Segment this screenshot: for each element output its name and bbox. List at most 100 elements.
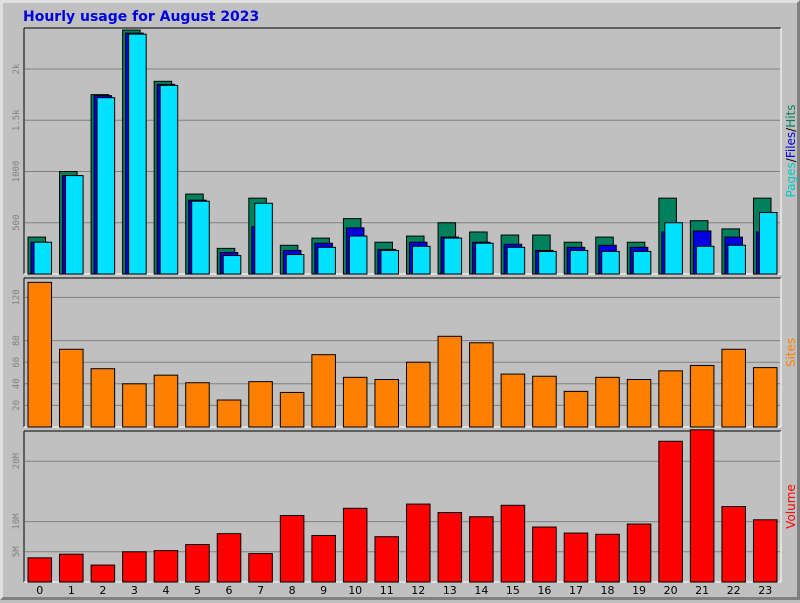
x-tick-label: 14 [474, 584, 488, 597]
pages-bar [475, 242, 494, 275]
sites-bar [342, 376, 368, 428]
x-tick-label: 4 [162, 584, 169, 597]
x-tick-label: 18 [601, 584, 615, 597]
sites-bar [563, 390, 589, 428]
y-tick-label: 2k [12, 63, 22, 74]
legend-entry: Sites [784, 338, 798, 367]
sites-bar [626, 378, 652, 428]
x-tick-label: 17 [569, 584, 583, 597]
pages-bar [380, 249, 400, 275]
sites-bar [248, 381, 273, 428]
x-tick-label: 2 [99, 584, 106, 597]
sites-bar [185, 382, 210, 428]
volume-bar [153, 550, 179, 583]
y-tick-label: 20M [12, 452, 22, 469]
sites-bar [689, 364, 715, 428]
pages-bar [412, 245, 431, 275]
sites-bar [311, 354, 336, 428]
x-tick-label: 20 [664, 584, 678, 597]
volume-bar [658, 440, 683, 583]
chart-title: Hourly usage for August 2023 [23, 9, 260, 25]
y-tick-label: 120 [12, 289, 22, 305]
volume-bar [437, 512, 463, 583]
volume-bar [342, 507, 368, 583]
legend-entry: Files [784, 132, 798, 158]
pages-bar [159, 84, 179, 275]
pages-bar [601, 250, 620, 275]
sites-bar [27, 281, 53, 428]
legend-sites: Sites [784, 338, 798, 367]
pages-bar [33, 241, 53, 275]
y-tick-label: 500 [12, 215, 22, 231]
volume-bar [406, 503, 431, 583]
sites-bar [216, 399, 242, 428]
volume-bar [59, 553, 84, 583]
volume-bar [311, 534, 336, 583]
sites-bar [406, 361, 431, 428]
legend-hits: Pages/Files/Hits [784, 104, 798, 197]
volume-bar [248, 553, 273, 583]
sites-bar [374, 378, 400, 428]
x-tick-label: 0 [36, 584, 43, 597]
pages-bar [506, 246, 526, 275]
x-tick-label: 13 [443, 584, 457, 597]
x-tick-label: 16 [537, 584, 551, 597]
sites-bar [532, 375, 557, 428]
pages-bar [569, 249, 589, 275]
pages-bar [758, 212, 778, 275]
pages-bar [727, 244, 746, 275]
pages-bar [254, 202, 273, 275]
pages-bar [128, 33, 147, 275]
sites-bar [59, 348, 84, 428]
sites-bar [153, 374, 179, 428]
pages-bar [695, 245, 715, 275]
volume-bar [216, 533, 242, 583]
sites-bar [658, 370, 683, 428]
x-tick-label: 23 [758, 584, 772, 597]
sites-bar [595, 376, 620, 428]
y-tick-label: 10M [12, 513, 22, 530]
sites-bar [752, 367, 778, 428]
legend-entry: Volume [784, 484, 798, 529]
volume-bar [595, 533, 620, 583]
volume-bar [752, 519, 778, 583]
volume-bar [689, 429, 715, 583]
sites-bar [90, 368, 116, 428]
pages-bar [96, 97, 116, 275]
volume-bar [374, 536, 400, 583]
y-tick-label: 80 [12, 335, 22, 346]
legend-volume: Volume [784, 484, 798, 529]
panel-volume-area [24, 431, 781, 582]
x-tick-label: 3 [131, 584, 138, 597]
panel-sites-area [24, 278, 781, 427]
volume-bar [500, 504, 526, 583]
x-tick-label: 11 [380, 584, 394, 597]
pages-bar [664, 222, 683, 275]
volume-bar [532, 526, 557, 583]
chart-svg: 50010001.5k2kPages/Files/Hits20406080120… [12, 27, 798, 597]
pages-bar [285, 254, 305, 275]
y-tick-label: 60 [12, 357, 22, 368]
y-tick-label: 1.5k [12, 109, 22, 131]
sites-bar [721, 348, 746, 428]
y-tick-label: 20 [12, 400, 22, 411]
legend-entry: / [784, 127, 798, 132]
x-tick-label: 9 [320, 584, 327, 597]
x-tick-label: 15 [506, 584, 520, 597]
volume-bar [279, 515, 305, 583]
x-tick-label: 8 [289, 584, 296, 597]
sites-bar [279, 391, 305, 428]
x-tick-label: 1 [68, 584, 75, 597]
volume-bar [122, 551, 147, 583]
y-tick-label: 5M [12, 546, 22, 557]
pages-bar [348, 235, 368, 275]
volume-bar [27, 557, 53, 583]
legend-entry: Hits [784, 104, 798, 127]
volume-bar [469, 516, 494, 583]
y-tick-label: 1000 [12, 161, 22, 183]
x-tick-label: 21 [695, 584, 709, 597]
legend-entry: Pages [784, 162, 798, 197]
volume-bar [563, 532, 589, 583]
sites-bar [469, 342, 494, 428]
